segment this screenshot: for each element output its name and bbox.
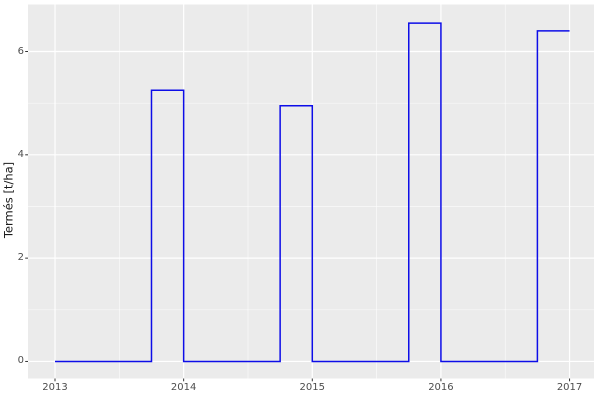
y-tick-label-2: 2 (17, 252, 24, 264)
y-tick-label-4: 4 (17, 148, 24, 160)
x-tick-label-2015: 2015 (299, 382, 326, 393)
y-tick-label-0: 0 (17, 355, 24, 367)
panel-background (28, 4, 594, 379)
x-tick-label-2017: 2017 (556, 382, 583, 393)
data-step-line (55, 22, 570, 363)
x-tick-label-2013: 2013 (42, 382, 68, 393)
y-axis-title: Termés [t/ha] (1, 161, 16, 239)
x-tick-label-2016: 2016 (428, 382, 454, 393)
x-tick-label-2014: 2014 (170, 382, 197, 393)
y-tick-label-6: 6 (17, 45, 24, 57)
